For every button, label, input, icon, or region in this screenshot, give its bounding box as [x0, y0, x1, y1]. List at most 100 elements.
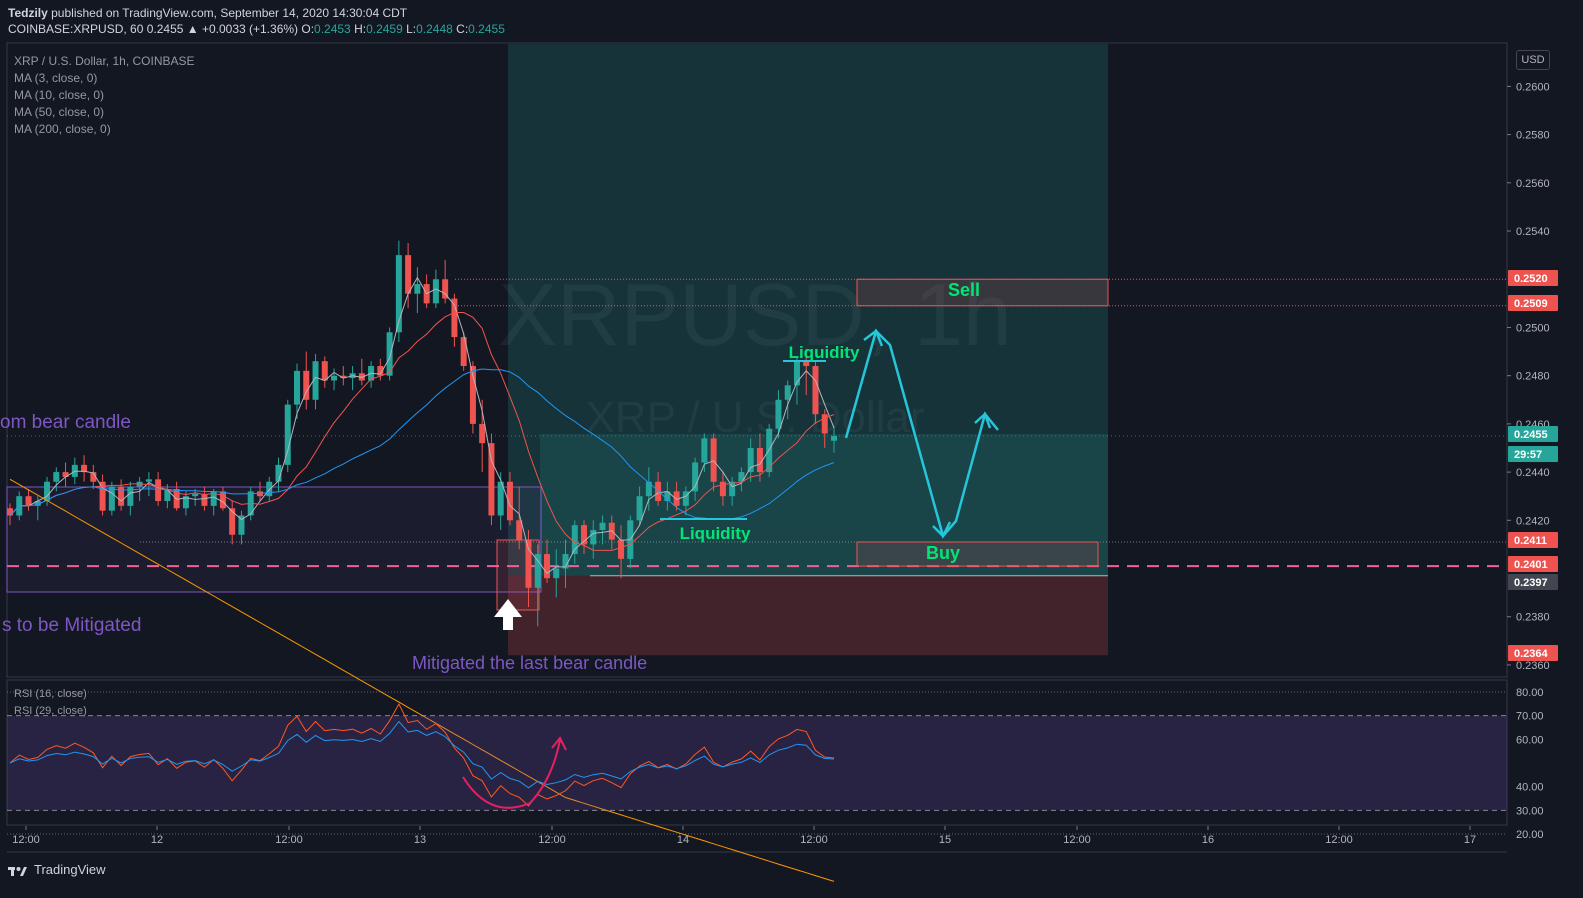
candle-body — [266, 481, 273, 497]
candle-body — [238, 515, 245, 535]
candle-body — [34, 501, 41, 506]
candle-body — [312, 361, 319, 400]
rsi-tick-label: 20.00 — [1516, 829, 1544, 841]
candle-body — [127, 486, 134, 506]
candle-body — [516, 520, 523, 540]
candle-body — [7, 508, 13, 516]
currency-button[interactable]: USD — [1516, 50, 1550, 70]
price-label-29-57: 29:57 — [1514, 449, 1542, 461]
candle-body — [173, 488, 180, 509]
time-tick-label: 17 — [1464, 834, 1476, 846]
candle-body — [784, 385, 791, 400]
candle-body — [543, 554, 550, 579]
sell-label: Sell — [948, 280, 980, 300]
candle-body — [53, 472, 60, 482]
candle-body — [812, 366, 819, 415]
ma10-line — [9, 312, 835, 551]
ma50-legend[interactable]: MA (50, close, 0) — [14, 105, 105, 119]
candle-body — [682, 491, 689, 506]
rsi29-line — [9, 720, 835, 789]
buy-label: Buy — [926, 543, 960, 563]
long-position-profit-zone — [508, 44, 1108, 576]
price-label-bg — [1508, 556, 1558, 572]
order-block-zone — [6, 486, 542, 593]
low-label: L: — [402, 22, 417, 36]
price-tick-label: 0.2560 — [1516, 178, 1550, 190]
price-tick-label: 0.2540 — [1516, 226, 1550, 238]
price-label-0.2455: 0.2455 — [1514, 429, 1548, 441]
candle-body — [145, 479, 152, 482]
ma50-line — [9, 368, 835, 521]
rsi-band — [7, 715, 1507, 811]
price-tick-label: 0.2500 — [1516, 322, 1550, 334]
time-tick-label: 13 — [414, 834, 426, 846]
projection-arrowhead-down — [932, 521, 952, 539]
candle-body — [210, 491, 217, 506]
rsi-tick-label: 40.00 — [1516, 782, 1544, 794]
price-tick-label: 0.2480 — [1516, 371, 1550, 383]
candle-body — [488, 443, 495, 516]
candle-body — [219, 491, 226, 509]
price-label-0.2411: 0.2411 — [1514, 535, 1547, 547]
projection-arrowhead-up-2 — [974, 411, 992, 429]
time-tick-label: 12 — [151, 834, 163, 846]
candle-body — [229, 508, 236, 535]
projection-arrowhead-up-1 — [863, 329, 884, 347]
long-position-loss-zone — [508, 575, 1108, 656]
candle-body — [284, 404, 291, 465]
candle-body — [692, 462, 699, 492]
rsi-legend: RSI (16, close) RSI (29, close) — [14, 686, 87, 720]
tradingview-logo-icon — [8, 864, 28, 876]
rsi-tick-label: 30.00 — [1516, 805, 1544, 817]
rsi16-legend[interactable]: RSI (16, close) — [14, 688, 87, 700]
ma200-legend[interactable]: MA (200, close, 0) — [14, 122, 111, 136]
candle-body — [442, 279, 449, 299]
brand-name[interactable]: TradingView — [34, 862, 106, 877]
candle-body — [831, 435, 837, 441]
candle-body — [506, 481, 513, 521]
candle-body — [321, 361, 328, 381]
buy-zone — [856, 541, 1099, 567]
rsi-curve-annotation — [462, 739, 561, 809]
candle-body — [747, 447, 754, 473]
candle-body — [386, 332, 393, 376]
candle-body — [44, 481, 51, 502]
candle-body — [636, 496, 643, 521]
ma10-legend[interactable]: MA (10, close, 0) — [14, 88, 105, 102]
candle-body — [645, 481, 652, 497]
candle-body — [618, 539, 625, 559]
candle-body — [118, 486, 125, 506]
candle-body — [405, 255, 412, 294]
low-value: 0.2448 — [416, 22, 453, 36]
rsi16-line — [9, 702, 835, 807]
high-label: H: — [350, 22, 367, 36]
price-label-bg — [1508, 426, 1558, 442]
candle-body — [673, 491, 680, 506]
candle-body — [99, 481, 106, 511]
author-name[interactable]: Tedzily — [8, 6, 48, 20]
candle-body — [729, 481, 736, 497]
candle-body — [294, 370, 301, 405]
rsi29-legend[interactable]: RSI (29, close) — [14, 705, 87, 717]
time-tick-label: 12:00 — [538, 834, 566, 846]
candle-body — [664, 491, 671, 502]
series-title[interactable]: XRP / U.S. Dollar, 1h, COINBASE — [14, 54, 195, 68]
liquidity-top-label: Liquidity — [789, 343, 860, 362]
candle-body — [460, 337, 467, 367]
candle-body — [331, 375, 338, 381]
long-position-inner-zone — [540, 434, 1108, 576]
price-label-0.2520: 0.2520 — [1514, 273, 1548, 285]
candle-body — [275, 464, 282, 482]
rsi-tick-label: 80.00 — [1516, 687, 1544, 699]
candle-body — [414, 284, 421, 294]
candle-body — [525, 539, 532, 588]
candle-body — [534, 554, 541, 588]
price-tick-label: 0.2580 — [1516, 130, 1550, 142]
price-label-0.2364: 0.2364 — [1514, 648, 1549, 660]
rsi-pane — [6, 679, 1508, 826]
sell-zone — [856, 278, 1109, 307]
price-tick-label: 0.2380 — [1516, 612, 1550, 624]
ma3-legend[interactable]: MA (3, close, 0) — [14, 71, 98, 85]
candle-body — [821, 414, 828, 434]
